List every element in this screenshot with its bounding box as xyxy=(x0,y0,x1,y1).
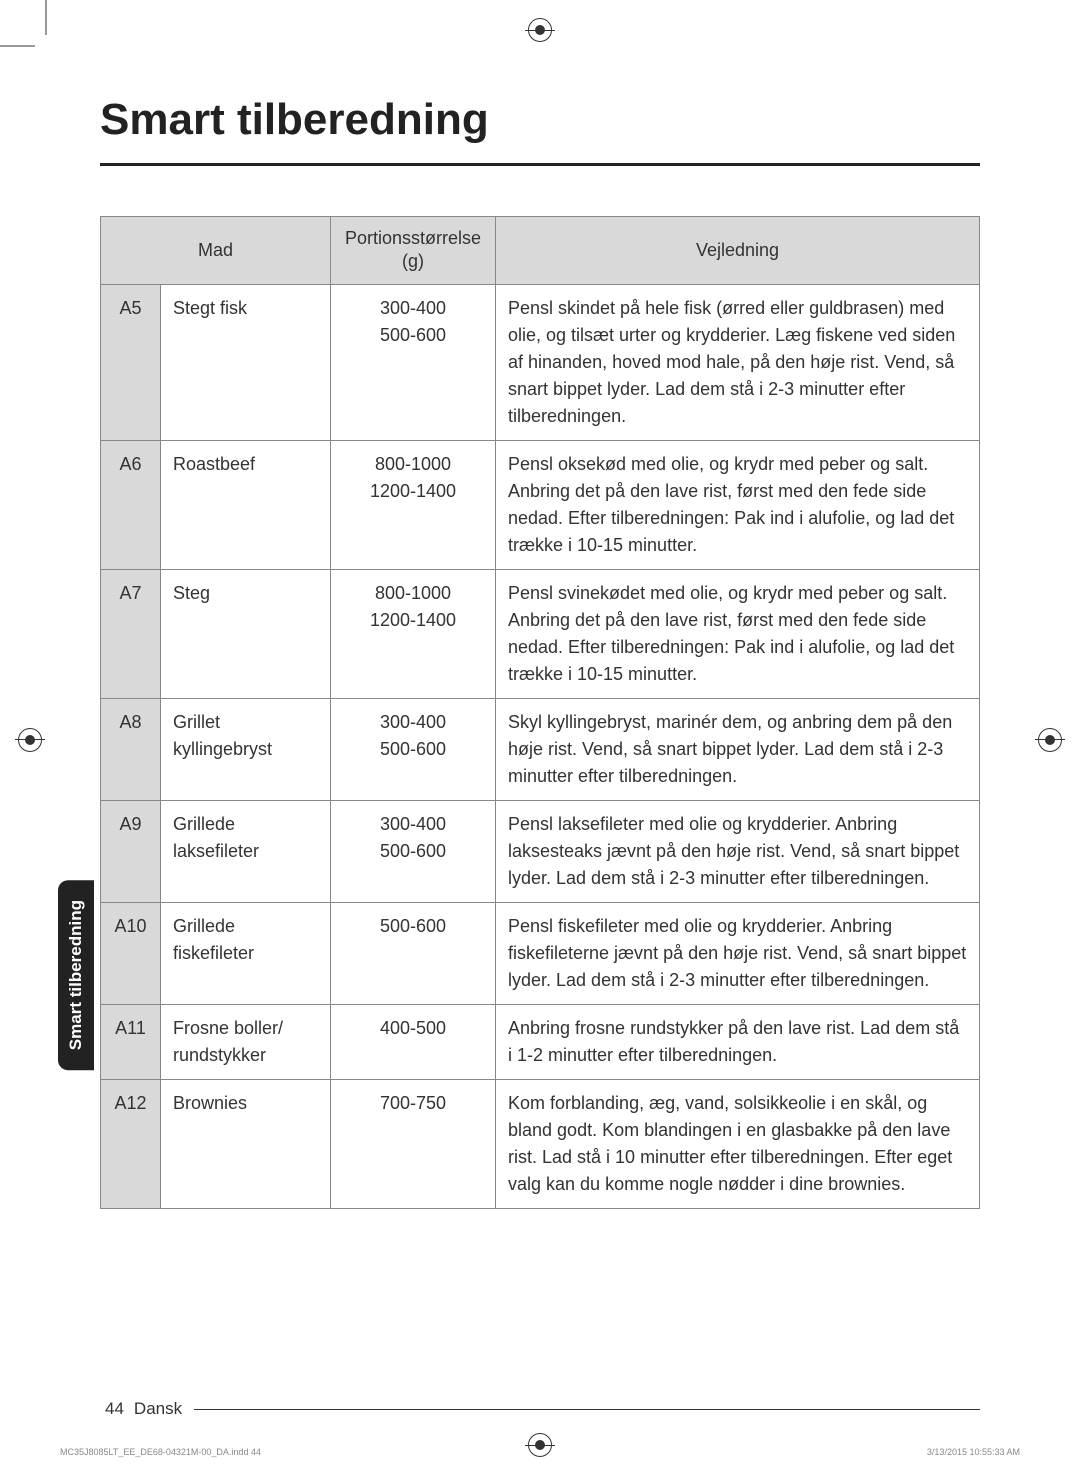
page-content: Smart tilberedning Mad Portionsstørrelse… xyxy=(100,95,980,1209)
footer-line xyxy=(194,1409,980,1410)
print-timestamp: 3/13/2015 10:55:33 AM xyxy=(927,1447,1020,1457)
guidance-cell: Anbring frosne rundstykker på den lave r… xyxy=(496,1004,980,1079)
header-portion: Portionsstørrelse (g) xyxy=(331,217,496,285)
table-row: A7Steg800-10001200-1400Pensl svinekødet … xyxy=(101,569,980,698)
portion-cell: 300-400500-600 xyxy=(331,800,496,902)
food-cell: Frosne boller/ rundstykker xyxy=(161,1004,331,1079)
guidance-cell: Skyl kyllingebryst, marinér dem, og anbr… xyxy=(496,698,980,800)
page-title: Smart tilberedning xyxy=(100,95,980,145)
footer-language: Dansk xyxy=(134,1399,182,1419)
portion-cell: 500-600 xyxy=(331,902,496,1004)
code-cell: A7 xyxy=(101,569,161,698)
portion-cell: 400-500 xyxy=(331,1004,496,1079)
registration-mark-icon xyxy=(1038,728,1062,752)
food-cell: Grillet kyllingebryst xyxy=(161,698,331,800)
title-rule xyxy=(100,163,980,166)
portion-cell: 300-400500-600 xyxy=(331,698,496,800)
table-row: A8Grillet kyllingebryst300-400500-600Sky… xyxy=(101,698,980,800)
portion-cell: 800-10001200-1400 xyxy=(331,569,496,698)
table-row: A11Frosne boller/ rundstykker400-500Anbr… xyxy=(101,1004,980,1079)
code-cell: A5 xyxy=(101,284,161,440)
registration-mark-icon xyxy=(18,728,42,752)
food-cell: Grillede laksefileter xyxy=(161,800,331,902)
cooking-table: Mad Portionsstørrelse (g) Vejledning A5S… xyxy=(100,216,980,1209)
portion-cell: 300-400500-600 xyxy=(331,284,496,440)
code-cell: A11 xyxy=(101,1004,161,1079)
page-number: 44 xyxy=(105,1399,124,1419)
registration-mark-icon xyxy=(528,18,552,42)
portion-cell: 800-10001200-1400 xyxy=(331,440,496,569)
guidance-cell: Pensl svinekødet med olie, og krydr med … xyxy=(496,569,980,698)
code-cell: A12 xyxy=(101,1079,161,1208)
print-file: MC35J8085LT_EE_DE68-04321M-00_DA.indd 44 xyxy=(60,1447,261,1457)
table-row: A12Brownies700-750Kom forblanding, æg, v… xyxy=(101,1079,980,1208)
guidance-cell: Pensl oksekød med olie, og krydr med peb… xyxy=(496,440,980,569)
table-row: A10Grillede fiskefileter500-600Pensl fis… xyxy=(101,902,980,1004)
side-tab: Smart tilberedning xyxy=(58,880,94,1070)
guidance-cell: Pensl laksefileter med olie og krydderie… xyxy=(496,800,980,902)
food-cell: Stegt fisk xyxy=(161,284,331,440)
food-cell: Roastbeef xyxy=(161,440,331,569)
food-cell: Grillede fiskefileter xyxy=(161,902,331,1004)
code-cell: A10 xyxy=(101,902,161,1004)
print-metadata: MC35J8085LT_EE_DE68-04321M-00_DA.indd 44… xyxy=(60,1447,1020,1457)
code-cell: A6 xyxy=(101,440,161,569)
code-cell: A9 xyxy=(101,800,161,902)
table-row: A5Stegt fisk300-400500-600Pensl skindet … xyxy=(101,284,980,440)
guidance-cell: Pensl fiskefileter med olie og krydderie… xyxy=(496,902,980,1004)
page-footer: 44 Dansk xyxy=(105,1399,980,1419)
portion-cell: 700-750 xyxy=(331,1079,496,1208)
table-row: A9Grillede laksefileter300-400500-600Pen… xyxy=(101,800,980,902)
food-cell: Steg xyxy=(161,569,331,698)
header-guidance: Vejledning xyxy=(496,217,980,285)
code-cell: A8 xyxy=(101,698,161,800)
guidance-cell: Kom forblanding, æg, vand, solsikkeolie … xyxy=(496,1079,980,1208)
guidance-cell: Pensl skindet på hele fisk (ørred eller … xyxy=(496,284,980,440)
table-row: A6Roastbeef800-10001200-1400Pensl oksekø… xyxy=(101,440,980,569)
food-cell: Brownies xyxy=(161,1079,331,1208)
header-food: Mad xyxy=(101,217,331,285)
